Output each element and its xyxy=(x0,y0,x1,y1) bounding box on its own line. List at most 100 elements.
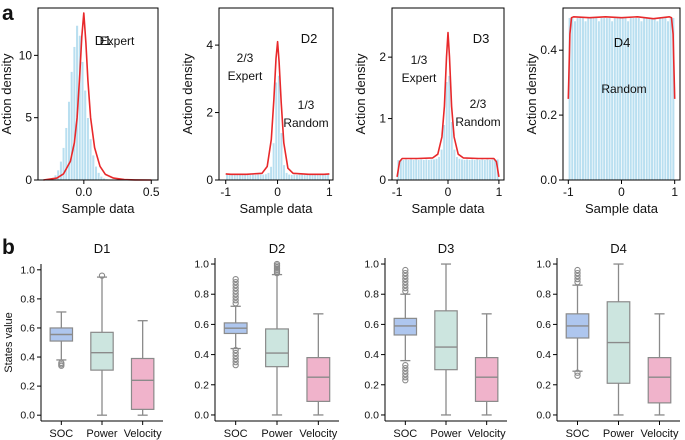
histogram-bar xyxy=(91,154,95,181)
y-tick-label: 0.4 xyxy=(194,349,209,361)
boxplot-chart-d2: 0.0 0.2 0.4 0.6 0.8 1.0 SOC Power Velocity D2 xyxy=(194,241,339,440)
histogram-bar xyxy=(308,174,312,181)
histogram-bar xyxy=(86,117,90,181)
histogram-bar xyxy=(230,173,234,181)
y-tick-label: 0.6 xyxy=(536,319,551,331)
box-velocity xyxy=(130,357,155,410)
histogram-bar xyxy=(228,174,232,181)
annotation: Random xyxy=(455,115,500,129)
histogram-bar xyxy=(457,158,462,181)
box-soc xyxy=(393,317,418,336)
histogram-bar xyxy=(432,158,436,181)
outlier-point xyxy=(232,285,239,292)
histogram-bar xyxy=(318,173,322,181)
histogram-bar xyxy=(88,138,93,181)
histogram-bar xyxy=(248,174,252,181)
annotation: Expert xyxy=(402,71,437,85)
histogram-bar xyxy=(591,17,596,181)
histogram-bar xyxy=(59,161,63,181)
x-tick-label: 0.0 xyxy=(75,185,92,199)
histogram-bar xyxy=(235,173,239,181)
density-chart-d4: -1 0 1 0.0 0.2 0.4 Sample data Action density D4… xyxy=(524,7,681,216)
histogram-bar xyxy=(605,17,609,181)
y-tick-label: 0.8 xyxy=(194,289,209,301)
y-tick-label: 0.2 xyxy=(540,108,557,122)
y-tick-label: 1.0 xyxy=(364,259,379,271)
histogram-bar xyxy=(442,124,446,181)
histogram-bar xyxy=(460,158,464,181)
histogram-bar xyxy=(409,158,413,181)
outlier-point xyxy=(232,275,239,283)
histogram-bar xyxy=(225,173,229,181)
y-tick-label: 0.0 xyxy=(536,409,551,421)
histogram-bar xyxy=(303,174,307,181)
histogram-bar xyxy=(634,17,638,181)
histogram-bar xyxy=(607,17,612,181)
boxplot-chart-d4: 0.0 0.2 0.4 0.6 0.8 1.0 SOC Power Velocity D4 xyxy=(536,241,680,440)
density-chart-d2: -1 0 1 0 2 4 Sample data Action density D2 2/3 Exp… xyxy=(180,7,334,216)
histogram-bar xyxy=(427,159,431,181)
histogram-bar xyxy=(468,159,472,181)
histogram-bar xyxy=(462,159,467,181)
annotation: 1/3 xyxy=(411,53,428,67)
histogram-bar xyxy=(422,159,426,181)
y-tick-label: 0.8 xyxy=(20,293,35,305)
histogram-bar xyxy=(429,158,434,181)
histogram-bar xyxy=(602,17,606,181)
histogram-bar xyxy=(642,17,646,181)
outlier-point xyxy=(232,282,239,289)
plot-frame xyxy=(218,7,334,181)
histogram-bar xyxy=(326,173,330,181)
panel-label-a: a xyxy=(2,2,14,25)
histogram-bar xyxy=(661,17,665,181)
density-curve xyxy=(225,40,330,176)
outlier-point xyxy=(402,365,409,372)
histogram-bar xyxy=(589,17,593,181)
x-tick-label: 0.5 xyxy=(143,185,160,199)
outlier-point xyxy=(402,374,409,381)
y-tick-label: 0.0 xyxy=(540,173,557,187)
annotation: Expert xyxy=(228,69,263,83)
outlier-point xyxy=(232,288,239,295)
y-tick-label: 2 xyxy=(206,106,213,120)
x-axis-label: Sample data xyxy=(240,201,314,216)
outlier-point xyxy=(232,278,239,286)
y-tick-label: 0.0 xyxy=(194,409,209,421)
histogram-bar xyxy=(292,173,296,181)
x-axis-label: Sample data xyxy=(412,201,486,216)
outlier-point xyxy=(402,266,409,274)
histogram-bar xyxy=(401,159,406,181)
histogram-bar xyxy=(412,159,416,181)
x-tick-label: Power xyxy=(603,428,635,440)
box-power xyxy=(90,331,114,371)
histogram-bar xyxy=(233,174,237,181)
outlier-point xyxy=(232,291,239,298)
histogram-bar xyxy=(406,159,411,181)
histogram-bar xyxy=(424,158,428,181)
outlier-point xyxy=(402,269,409,277)
outlier-point xyxy=(402,288,409,295)
histogram-bar xyxy=(297,173,302,181)
y-tick-label: 1.0 xyxy=(536,259,551,271)
histogram-bar xyxy=(445,81,449,181)
outlier-point xyxy=(574,275,581,283)
histogram-bar xyxy=(631,17,636,181)
y-tick-label: 2 xyxy=(379,50,386,64)
histogram-bar xyxy=(452,148,456,181)
x-tick-label: Velocity xyxy=(299,428,337,440)
annotation: 2/3 xyxy=(470,97,487,111)
box-power xyxy=(434,310,458,371)
outlier-point xyxy=(232,294,239,301)
outlier-point xyxy=(402,362,409,369)
y-tick-label: 0.4 xyxy=(364,349,379,361)
histogram-bar xyxy=(94,165,98,181)
outlier-point xyxy=(402,282,409,289)
histogram-bar xyxy=(597,20,601,181)
histogram-bar xyxy=(475,158,479,181)
histogram-bar xyxy=(282,164,286,181)
histogram-bar xyxy=(251,173,255,181)
histogram-bar xyxy=(578,17,582,181)
y-tick-label: 0 xyxy=(379,173,386,187)
y-tick-label: 0.0 xyxy=(364,409,379,421)
density-curve xyxy=(43,12,152,181)
